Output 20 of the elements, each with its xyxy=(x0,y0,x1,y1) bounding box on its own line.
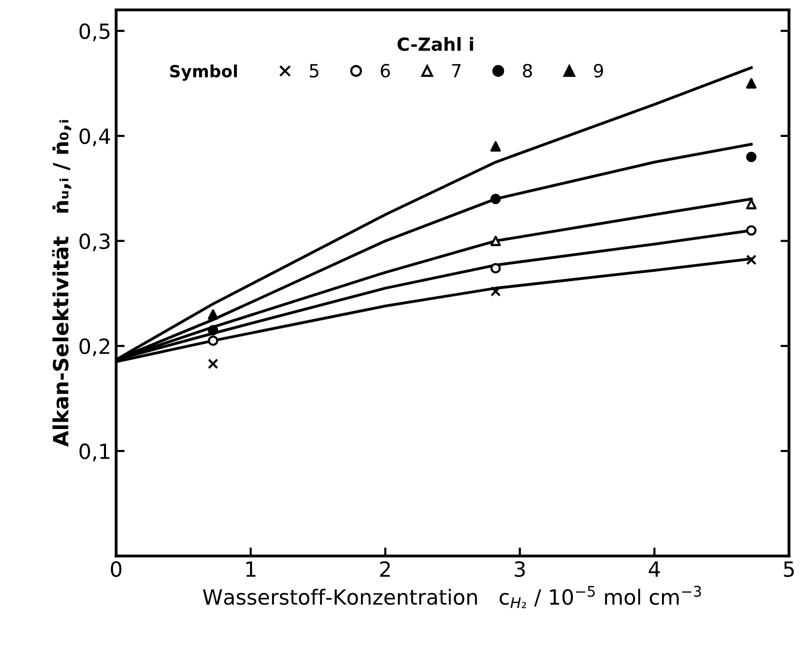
x-tick-label: 5 xyxy=(784,562,794,577)
x-axis-title: Wasserstoff-Konzentration c$_{H₂}$ / 10$^{−5}$ mol cm$^{−3}$ xyxy=(202,586,701,608)
legend-label: 9 xyxy=(594,64,603,78)
legend-label: 5 xyxy=(310,64,318,78)
x-tick-label: 1 xyxy=(246,562,256,577)
y-tick-label: 0,2 xyxy=(80,338,110,356)
y-axis-title: Alkan-Selektivität ṅᵤ,ᵢ / ṅ₀,ᵢ xyxy=(52,120,72,447)
y-tick-label: 0,5 xyxy=(80,23,110,42)
legend-label: 7 xyxy=(452,64,461,78)
annotation: Symbol xyxy=(170,64,237,81)
x-tick-label: 2 xyxy=(380,561,390,577)
x-tick-label: 3 xyxy=(514,561,525,577)
x-tick-label: 0 xyxy=(110,561,122,577)
legend-label: 6 xyxy=(380,64,390,78)
legend-label: 8 xyxy=(522,64,532,78)
x-tick-label: 4 xyxy=(648,562,660,577)
y-tick-label: 0,4 xyxy=(80,128,110,146)
y-tick-label: 0,1 xyxy=(80,443,110,462)
y-tick-label: 0,3 xyxy=(80,233,110,252)
legend-title: C-Zahl i xyxy=(398,37,474,52)
